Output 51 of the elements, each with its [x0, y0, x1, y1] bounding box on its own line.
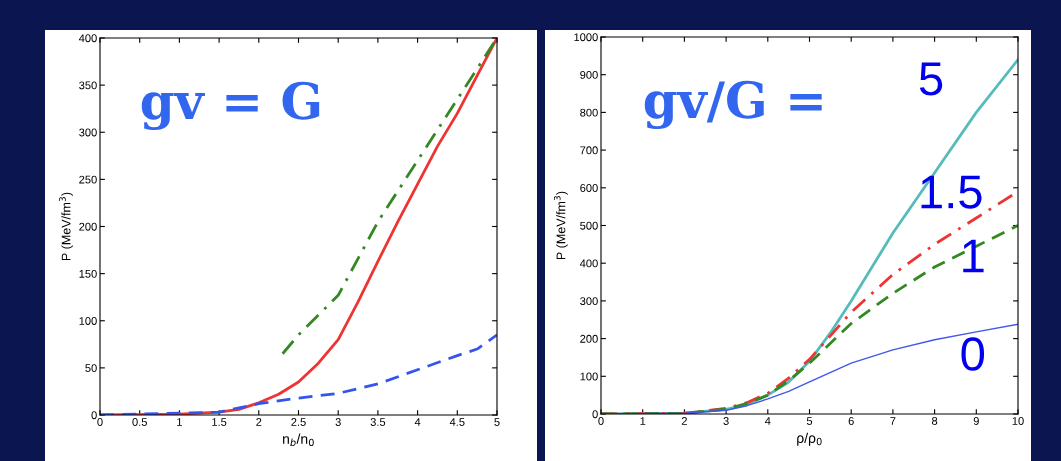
x-tick-label: 5: [806, 417, 813, 425]
y-tick-label: 1000: [574, 33, 598, 42]
series-label: 1.5: [921, 175, 982, 209]
x-tick-label: 3: [723, 417, 729, 425]
series-label: 5: [919, 62, 943, 96]
x-tick-label: 9: [973, 417, 979, 425]
x-tick-label: 4: [764, 417, 771, 425]
series-label: 1: [963, 239, 984, 273]
x-tick-label: 8: [931, 417, 938, 425]
x-tick-label: 0: [97, 418, 103, 426]
y-tick-label: 100: [580, 372, 598, 381]
x-tick-label: 2: [681, 417, 687, 425]
y-tick-label: 150: [79, 269, 97, 278]
x-tick-label: 2.5: [291, 418, 306, 426]
y-tick-label: 200: [79, 222, 97, 231]
x-tick-label: 0.5: [132, 418, 147, 426]
y-tick-label: 0: [592, 410, 598, 419]
x-tick-label: 1: [177, 418, 182, 426]
y-tick-label: 50: [85, 364, 97, 373]
x-tick-label: 5: [494, 418, 500, 426]
y-tick-label: 250: [79, 175, 97, 184]
y-axis-title: P (MeV/fm$^{3}$): [59, 192, 73, 261]
x-tick-label: 4.5: [449, 418, 465, 426]
y-axis-title: P (MeV/fm$^{3}$): [553, 191, 568, 260]
y-tick-label: 300: [79, 128, 97, 137]
y-tick-label: 100: [79, 317, 97, 325]
annotation: gv = G: [141, 81, 320, 131]
x-tick-label: 6: [848, 417, 854, 425]
y-tick-label: 350: [79, 81, 97, 90]
x-tick-label: 1: [640, 417, 646, 425]
x-tick-label: 1.5: [212, 418, 227, 426]
y-tick-label: 500: [580, 221, 598, 230]
y-tick-label: 800: [580, 108, 598, 117]
x-tick-label: 4: [414, 418, 421, 426]
x-tick-label: 2: [256, 418, 262, 426]
x-tick-label: 3.5: [370, 418, 386, 426]
x-axis-title: ρ/ρ$_{0}$: [797, 432, 822, 446]
y-tick-label: 900: [580, 70, 598, 79]
y-tick-label: 400: [78, 34, 97, 43]
y-tick-label: 300: [580, 297, 598, 306]
annotation: gv/G =: [644, 80, 822, 130]
x-axis-title: n$_{b}$/n$_{0}$: [283, 433, 314, 447]
x-tick-label: 3: [335, 418, 341, 426]
series-label: 0: [961, 337, 985, 371]
x-tick-label: 0: [598, 417, 604, 425]
y-tick-label: 400: [579, 259, 598, 268]
y-tick-label: 200: [580, 334, 598, 343]
y-tick-label: 600: [580, 184, 598, 192]
x-tick-label: 10: [1012, 417, 1024, 425]
x-tick-label: 7: [890, 417, 896, 425]
y-tick-label: 700: [580, 146, 598, 155]
